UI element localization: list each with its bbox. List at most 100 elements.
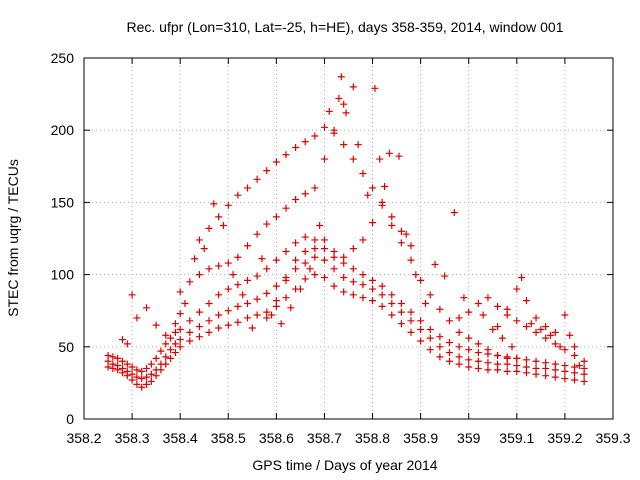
- x-tick-label: 358.2: [66, 430, 101, 446]
- data-point: [571, 343, 579, 351]
- y-tick-label: 0: [66, 411, 74, 427]
- data-point: [340, 288, 348, 296]
- data-point: [340, 100, 348, 108]
- data-point: [186, 328, 194, 336]
- data-point: [104, 351, 112, 359]
- data-point: [176, 288, 184, 296]
- data-point: [162, 331, 170, 339]
- data-point: [325, 107, 333, 115]
- data-point: [123, 367, 131, 375]
- data-point: [532, 357, 540, 365]
- data-point: [205, 224, 213, 232]
- data-point: [498, 334, 506, 342]
- x-tick-label: 359: [457, 430, 481, 446]
- data-point: [465, 334, 473, 342]
- data-point: [551, 360, 559, 368]
- data-point: [253, 311, 261, 319]
- data-point: [244, 184, 252, 192]
- data-point: [378, 201, 386, 209]
- data-point: [335, 94, 343, 102]
- y-axis-ticks: 0 50 100 150 200 250: [51, 50, 613, 427]
- data-point: [311, 132, 319, 140]
- data-point: [455, 343, 463, 351]
- data-point: [147, 360, 155, 368]
- data-point: [292, 239, 300, 247]
- data-point: [371, 84, 379, 92]
- data-point: [369, 297, 377, 305]
- data-point: [282, 247, 290, 255]
- data-point: [522, 323, 530, 331]
- data-point: [484, 346, 492, 354]
- data-point: [542, 323, 550, 331]
- data-point: [407, 256, 415, 264]
- data-point: [402, 230, 410, 238]
- data-point: [542, 334, 550, 342]
- data-point: [359, 236, 367, 244]
- data-point: [152, 354, 160, 362]
- data-point: [445, 349, 453, 357]
- data-point: [551, 373, 559, 381]
- data-point: [542, 372, 550, 380]
- data-point: [522, 297, 530, 305]
- data-point: [580, 357, 588, 365]
- data-point: [162, 353, 170, 361]
- data-point: [436, 343, 444, 351]
- data-point: [287, 304, 295, 312]
- data-point: [494, 360, 502, 368]
- data-point: [445, 357, 453, 365]
- data-point: [244, 276, 252, 284]
- data-point: [263, 265, 271, 273]
- data-point: [118, 357, 126, 365]
- data-point: [542, 359, 550, 367]
- data-point: [301, 233, 309, 241]
- data-point: [152, 366, 160, 374]
- data-point: [426, 334, 434, 342]
- data-point: [359, 281, 367, 289]
- data-point: [138, 367, 146, 375]
- data-point: [109, 353, 117, 361]
- data-point: [455, 353, 463, 361]
- data-point: [215, 324, 223, 332]
- data-point: [407, 317, 415, 325]
- data-point: [354, 141, 362, 149]
- data-point: [167, 334, 175, 342]
- data-point: [167, 354, 175, 362]
- data-point: [474, 364, 482, 372]
- data-point: [253, 175, 261, 183]
- data-point: [138, 375, 146, 383]
- data-point: [292, 265, 300, 273]
- x-axis-ticks: 358.2 358.3 358.4 358.5 358.6 358.7 358.8 358.9…: [66, 58, 631, 446]
- data-point: [397, 239, 405, 247]
- plot-frame: [83, 57, 614, 420]
- data-point: [494, 302, 502, 310]
- x-tick-label: 358.8: [355, 430, 390, 446]
- data-point: [123, 340, 131, 348]
- data-point: [171, 340, 179, 348]
- data-point: [417, 337, 425, 345]
- data-point: [412, 271, 420, 279]
- data-point: [205, 317, 213, 325]
- data-point: [268, 311, 276, 319]
- data-point: [417, 325, 425, 333]
- data-point: [152, 321, 160, 329]
- data-point: [561, 362, 569, 370]
- data-point: [234, 191, 242, 199]
- data-point: [580, 364, 588, 372]
- data-point: [580, 377, 588, 385]
- data-point: [128, 370, 136, 378]
- data-point: [320, 245, 328, 253]
- data-point: [171, 328, 179, 336]
- data-point: [263, 289, 271, 297]
- data-point: [378, 302, 386, 310]
- x-tick-label: 358.3: [115, 430, 150, 446]
- y-tick-label: 150: [51, 194, 75, 210]
- data-point: [133, 366, 141, 374]
- data-point: [407, 328, 415, 336]
- data-point: [397, 308, 405, 316]
- data-point: [224, 307, 232, 315]
- data-point: [561, 346, 569, 354]
- data-point: [340, 253, 348, 261]
- data-point: [143, 373, 151, 381]
- data-point: [349, 265, 357, 273]
- data-point: [143, 364, 151, 372]
